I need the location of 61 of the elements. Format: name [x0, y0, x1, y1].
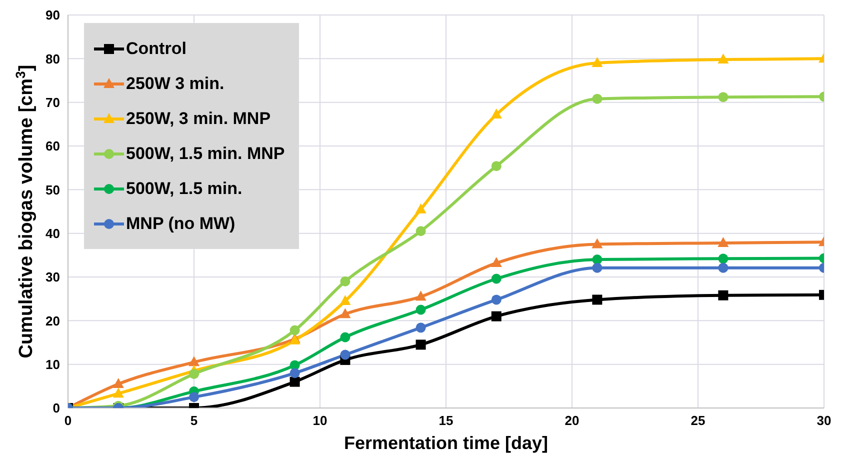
- point: [490, 108, 502, 119]
- point: [340, 276, 350, 286]
- legend-label: 250W, 3 min. MNP: [126, 108, 271, 128]
- point: [718, 254, 728, 264]
- point: [718, 262, 728, 273]
- legend-label: 500W, 1.5 min. MNP: [126, 144, 285, 164]
- point: [416, 340, 426, 350]
- point: [290, 368, 300, 378]
- y-tick-label: 40: [46, 226, 60, 241]
- y-tick-label: 20: [46, 313, 60, 328]
- point: [290, 325, 300, 336]
- legend-label: MNP (no MW): [126, 214, 236, 234]
- point: [416, 322, 426, 333]
- y-tick-label: 90: [46, 8, 60, 23]
- x-tick-label: 25: [690, 413, 706, 428]
- x-tick-label: 20: [564, 413, 580, 428]
- x-axis-title: Fermentation time [day]: [344, 432, 548, 453]
- x-tick-label: 5: [190, 413, 198, 428]
- point: [340, 308, 351, 318]
- point: [491, 311, 502, 322]
- point: [592, 262, 602, 273]
- y-tick-label: 0: [52, 400, 60, 416]
- point: [188, 356, 200, 366]
- point: [416, 304, 426, 315]
- point: [290, 376, 300, 387]
- point: [340, 350, 350, 360]
- x-tick-label: 10: [312, 413, 328, 428]
- y-tick-label: 10: [46, 356, 60, 372]
- point: [415, 203, 426, 214]
- x-tick-label: 15: [438, 413, 454, 428]
- point: [592, 57, 603, 68]
- point: [189, 368, 199, 379]
- point: [592, 94, 602, 104]
- point: [592, 254, 602, 265]
- point: [491, 274, 502, 284]
- point: [491, 294, 502, 305]
- x-tick-label: 30: [816, 413, 832, 428]
- point: [592, 294, 602, 305]
- point: [718, 290, 728, 300]
- point: [340, 332, 350, 342]
- legend-label: 250W 3 min.: [126, 74, 224, 94]
- x-tick-label: 0: [64, 413, 72, 428]
- point: [416, 226, 426, 236]
- point: [718, 92, 728, 102]
- point: [189, 392, 199, 402]
- point: [340, 295, 351, 306]
- legend-label: 500W, 1.5 min.: [126, 178, 242, 198]
- point: [718, 54, 729, 64]
- y-tick-label: 50: [46, 182, 60, 198]
- point: [112, 388, 124, 398]
- y-tick-label: 60: [46, 138, 60, 154]
- point: [490, 257, 502, 268]
- point: [592, 238, 603, 248]
- legend-label: Control: [126, 38, 186, 58]
- y-tick-label: 30: [46, 270, 60, 285]
- y-tick-label: 70: [46, 94, 60, 110]
- point: [491, 161, 502, 172]
- point: [718, 236, 729, 247]
- y-tick-label: 80: [46, 51, 60, 66]
- point: [415, 290, 426, 301]
- point: [112, 378, 124, 388]
